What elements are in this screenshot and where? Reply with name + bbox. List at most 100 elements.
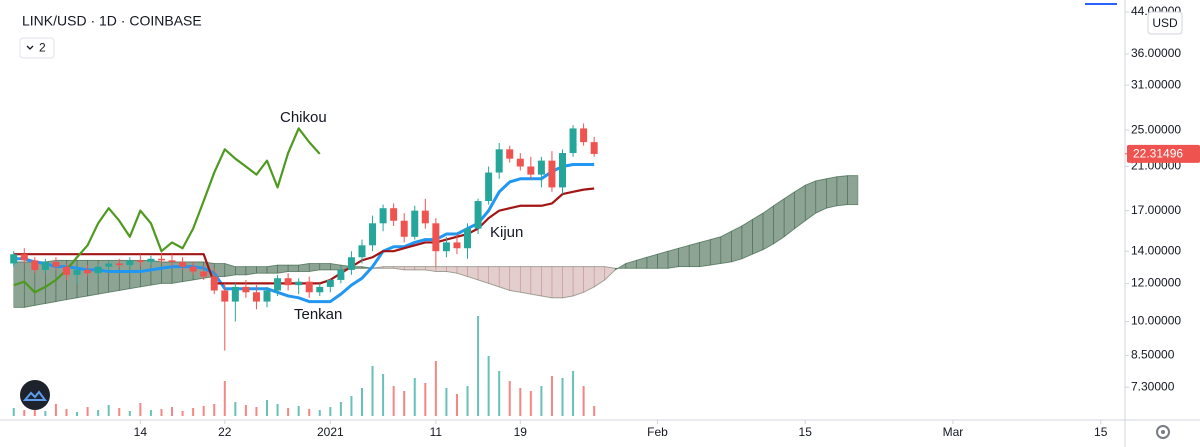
x-tick-label: 15: [799, 425, 813, 439]
tenkan-label: Tenkan: [294, 306, 342, 323]
volume-bar: [181, 411, 184, 416]
volume-bar: [244, 405, 247, 416]
cloud-segment: [235, 266, 247, 276]
cloud-segment: [826, 176, 838, 209]
settings-icon[interactable]: [1156, 425, 1170, 439]
currency-box[interactable]: [1147, 11, 1183, 35]
volume-bar: [445, 388, 448, 416]
volume-bar: [23, 410, 26, 416]
candle-body: [94, 266, 102, 274]
candle-body: [10, 254, 18, 264]
candle-body: [20, 254, 28, 261]
volume-bar: [234, 402, 237, 416]
indicator-count: 2: [39, 41, 46, 55]
cloud-segment: [593, 266, 606, 288]
candle-body: [263, 290, 271, 302]
candle-body: [421, 210, 429, 224]
y-tick-label: 36.00000: [1131, 46, 1181, 60]
cloud-segment: [583, 266, 595, 293]
cloud-segment: [446, 266, 458, 274]
cloud-segment: [699, 239, 711, 268]
cloud-segment: [414, 266, 426, 271]
candle-body: [506, 149, 514, 159]
candle-body: [115, 263, 123, 266]
candle-body: [221, 290, 229, 302]
candle-body: [136, 260, 144, 262]
last-price-badge: [1127, 144, 1200, 163]
y-tick-label: 17.00000: [1131, 203, 1181, 217]
symbol-title: LINK/USD · 1D · COINBASE: [22, 13, 202, 29]
y-tick-label: 10.00000: [1131, 314, 1181, 328]
cloud-segment: [319, 263, 331, 271]
volume-bar: [76, 412, 79, 416]
cloud-segment: [731, 225, 743, 263]
cloud-segment: [382, 266, 394, 269]
cloud-segment: [87, 260, 99, 297]
cloud-segment: [150, 260, 162, 286]
volume-bar: [202, 406, 205, 416]
candle-body: [442, 242, 450, 252]
volume-bar: [266, 400, 269, 416]
kijun-label: Kijun: [490, 224, 523, 241]
volume-bar: [97, 410, 100, 416]
gear-ring[interactable]: [1156, 425, 1170, 439]
candle-body: [569, 128, 577, 154]
x-tick-label: 22: [218, 425, 232, 439]
volume-bar: [529, 391, 532, 416]
currency-badge[interactable]: USD: [1147, 11, 1183, 35]
cloud-segment: [847, 175, 859, 205]
volume-bar: [192, 408, 195, 416]
volume-bar: [466, 386, 469, 416]
candle-body: [516, 158, 524, 167]
cloud-segment: [688, 242, 700, 267]
cloud-segment: [530, 266, 542, 297]
candle-body: [179, 261, 187, 267]
candle-body: [453, 242, 461, 249]
cloud-segment: [509, 266, 521, 293]
cloud-segment: [709, 236, 722, 266]
volume-bar: [287, 408, 290, 416]
candle-body: [432, 223, 440, 252]
candle-body: [358, 245, 366, 258]
volume-bar: [160, 409, 163, 416]
candle-body: [485, 172, 493, 202]
candle-body: [105, 263, 113, 267]
candle-body: [305, 281, 313, 293]
x-tick-label: 14: [134, 425, 148, 439]
candle-body: [231, 286, 239, 302]
candle-body: [369, 223, 377, 246]
candle-body: [62, 266, 70, 275]
candle-body: [31, 260, 39, 270]
logo-circle[interactable]: [20, 380, 50, 410]
cloud-segment: [836, 175, 848, 207]
cloud-segment: [752, 212, 764, 255]
cloud-segment: [562, 266, 574, 299]
toggle-button[interactable]: [19, 37, 55, 59]
candle-body: [400, 220, 408, 237]
candle-body: [495, 149, 503, 173]
candle-body: [189, 266, 197, 272]
tradingview-logo[interactable]: [20, 380, 50, 410]
candle-body: [168, 260, 176, 262]
volume-bar: [360, 388, 363, 416]
logo-glyph: [22, 390, 47, 401]
volume-bar: [297, 406, 300, 416]
volume-bar: [255, 407, 258, 416]
cloud-edge: [13, 204, 858, 308]
candles: [10, 123, 598, 351]
y-tick-label: 8.50000: [1131, 348, 1175, 362]
indicator-line: [13, 163, 595, 304]
candle-body: [337, 269, 345, 280]
cloud-segment: [477, 266, 489, 284]
volume-bar: [582, 386, 585, 416]
cloud-segment: [456, 266, 468, 277]
volume-bar: [540, 386, 543, 416]
candle-body: [347, 257, 355, 270]
candle-body: [411, 210, 419, 237]
candle-body: [157, 258, 165, 261]
cloud-segment: [541, 266, 553, 299]
indicator-toggle[interactable]: 2: [19, 37, 55, 59]
candle-body: [559, 153, 566, 188]
candle-body: [537, 160, 545, 175]
